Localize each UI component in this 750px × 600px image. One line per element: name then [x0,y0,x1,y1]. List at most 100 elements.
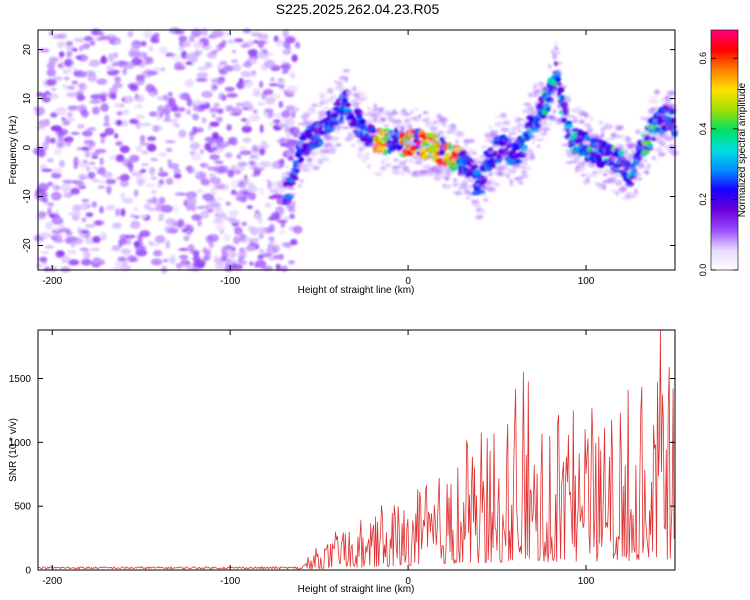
heatmap-noise-cell [273,119,281,124]
heatmap-noise-cell [114,76,121,83]
heatmap-noise-cell [123,109,130,115]
heatmap-noise-cell [111,62,120,67]
heatmap-halo-cell [615,191,619,196]
heatmap-noise-cell [192,103,198,111]
heatmap-noise-cell [73,211,81,217]
heatmap-halo-cell [318,116,324,120]
heatmap-noise-cell [135,74,146,81]
heatmap-halo-cell [577,160,583,167]
heatmap-halo-cell [667,90,676,97]
heatmap-halo-cell [488,186,496,192]
heatmap-halo-cell [396,119,403,124]
heatmap-noise-cell [230,59,239,63]
heatmap-halo-cell [321,106,330,110]
heatmap-noise-cell [272,244,280,253]
heatmap-noise-cell [204,142,212,151]
heatmap-noise-cell [242,107,251,111]
heatmap-noise-cell [70,187,80,195]
heatmap-noise-cell [144,183,156,188]
heatmap-noise-cell [248,187,259,193]
heatmap-noise-cell [38,256,48,263]
heatmap-noise-cell [198,104,211,109]
heatmap-noise-cell [190,142,201,150]
heatmap-noise-cell [39,48,50,53]
heatmap-signal-layer [282,41,679,220]
heatmap-halo-cell [432,120,440,125]
heatmap-halo-cell [465,196,471,200]
heatmap-noise-cell [242,28,251,34]
heatmap-halo-cell [550,49,556,55]
heatmap-halo-cell [493,182,501,187]
heatmap-halo-cell [342,126,351,129]
snr-y-tick-label: 1000 [9,438,32,449]
heatmap-noise-cell [192,113,199,121]
heatmap-noise-cell [50,112,58,118]
heatmap-halo-cell [471,151,478,155]
heatmap-noise-cell [242,42,249,48]
heatmap-halo-cell [403,159,411,162]
heatmap-noise-cell [239,150,252,156]
snr-x-tick-label: -100 [220,576,240,587]
heatmap-halo-cell [454,191,463,196]
heatmap-halo-cell [291,199,296,205]
heatmap-noise-cell [209,121,220,127]
heatmap-halo-cell [329,98,335,103]
heatmap-noise-cell [99,231,108,241]
heatmap-noise-cell [247,182,256,187]
heatmap-noise-cell [195,78,208,82]
heatmap-halo-cell [522,109,530,114]
heatmap-noise-cell [120,192,126,200]
heatmap-noise-cell [277,123,287,128]
heatmap-noise-cell [191,28,202,38]
heatmap-noise-cell [221,94,227,101]
heatmap-noise-cell [186,109,191,115]
heatmap-halo-cell [637,162,645,169]
heatmap-halo-cell [356,90,366,97]
heatmap-noise-cell [149,111,158,117]
heatmap-noise-cell [277,253,284,261]
heatmap-noise-cell [250,70,257,75]
heatmap-noise-cell [275,206,285,216]
heatmap-ridge-cell [288,180,296,186]
heatmap-noise-cell [271,93,282,99]
heatmap-noise-cell [262,252,273,258]
heatmap-ridge-cell [355,109,363,116]
heatmap-noise-cell [158,152,167,156]
heatmap-halo-cell [344,76,349,83]
heatmap-halo-cell [584,112,589,119]
heatmap-halo-cell [536,144,541,148]
heatmap-noise-cell [223,266,234,272]
heatmap-halo-cell [306,161,313,168]
heatmap-noise-cell [124,234,136,239]
heatmap-noise-cell [83,250,91,260]
heatmap-noise-cell [196,205,208,210]
heatmap-halo-cell [443,134,448,141]
heatmap-noise-cell [235,81,246,90]
heatmap-noise-cell [135,103,143,110]
heatmap-noise-cell [295,41,301,49]
heatmap-noise-cell [158,179,165,185]
heatmap-noise-cell [197,66,208,71]
heatmap-halo-cell [555,48,560,52]
heatmap-noise-cell [189,132,194,142]
heatmap-noise-cell [171,118,179,126]
heatmap-noise-cell [211,132,219,140]
heatmap-noise-cell [224,244,234,250]
heatmap-halo-cell [452,178,458,182]
heatmap-noise-cell [44,118,50,127]
heatmap-halo-cell [291,193,296,196]
heatmap-halo-cell [381,158,386,164]
heatmap-noise-cell [286,85,298,94]
heatmap-noise-cell [126,255,137,263]
colorbar-tick-label: 0.6 [698,52,708,65]
heatmap-halo-cell [441,122,447,127]
heatmap-noise-cell [89,40,96,46]
heatmap-ridge-cell [439,148,446,156]
heatmap-noise-cell [200,162,209,169]
heatmap-y-axis-label: Frequency (Hz) [8,116,19,185]
heatmap-noise-cell [184,53,197,62]
heatmap-halo-cell [426,116,430,121]
heatmap-noise-cell [195,189,204,194]
heatmap-noise-cell [215,262,225,270]
heatmap-halo-cell [399,170,405,176]
